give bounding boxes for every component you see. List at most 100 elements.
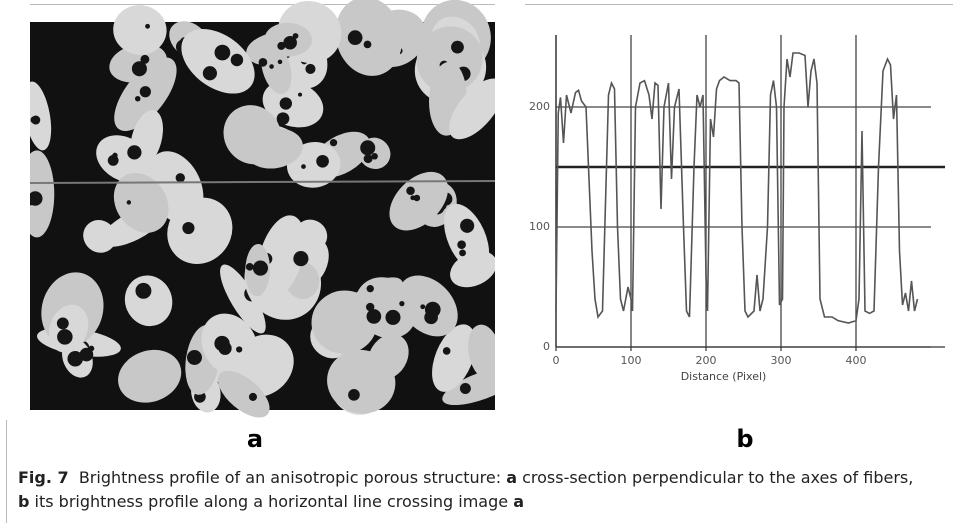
pore: [134, 95, 141, 102]
grain: [389, 171, 449, 231]
pore: [283, 35, 297, 50]
pore: [277, 41, 286, 50]
pore: [413, 194, 421, 202]
pore: [406, 186, 415, 196]
x-tick-label: 300: [771, 354, 792, 367]
x-tick-label: 0: [553, 354, 560, 367]
pore: [182, 221, 195, 235]
grain: [257, 215, 305, 299]
grain: [223, 105, 282, 165]
pore: [410, 195, 416, 201]
pore: [277, 59, 283, 65]
pore: [57, 329, 73, 345]
x-tick-label: 400: [846, 354, 867, 367]
pore: [459, 249, 466, 257]
pore: [218, 341, 232, 355]
x-tick-label: 100: [621, 354, 642, 367]
panel-label: b: [736, 425, 753, 453]
micrograph: [0, 0, 525, 420]
pore: [126, 200, 132, 205]
pore: [252, 260, 269, 276]
pore: [139, 86, 151, 98]
pore: [175, 173, 185, 183]
pore: [329, 138, 338, 147]
caption-text: b: [18, 492, 30, 511]
pore: [269, 64, 274, 69]
grain: [327, 349, 396, 414]
pore: [298, 92, 303, 97]
grain: [113, 172, 169, 233]
pore: [366, 309, 382, 324]
pore: [451, 40, 464, 54]
pore: [292, 33, 299, 39]
grain: [340, 277, 403, 322]
pore: [348, 388, 360, 401]
pore: [457, 240, 466, 250]
pore: [33, 192, 40, 199]
y-tick-label: 100: [529, 220, 550, 233]
caption-text: cross-section perpendicular to the axes …: [517, 468, 914, 487]
grain: [113, 5, 167, 55]
micrograph-mask: [0, 0, 30, 420]
y-tick-label: 0: [543, 340, 550, 353]
caption: Fig. 7 Brightness profile of an anisotro…: [18, 466, 918, 514]
grain: [217, 370, 270, 418]
grain: [444, 203, 490, 272]
profile-line: [555, 52, 919, 324]
pore: [371, 153, 378, 160]
pore: [30, 116, 38, 124]
pore: [276, 112, 290, 125]
pore: [366, 284, 374, 293]
caption-text: a: [506, 468, 517, 487]
y-tick-label: 200: [529, 100, 550, 113]
pore: [79, 347, 94, 362]
pore: [316, 154, 329, 168]
pore: [460, 218, 475, 233]
chart: 0 100 200 0 100 200 300 400 Distance (Pixel): [529, 35, 945, 383]
pore: [363, 154, 373, 164]
x-axis-label: Distance (Pixel): [681, 370, 767, 383]
pore: [135, 282, 152, 299]
grain: [118, 349, 182, 403]
pore: [420, 304, 426, 310]
pore: [245, 263, 254, 271]
x-tick-label: 200: [696, 354, 717, 367]
pore: [140, 54, 150, 64]
pore: [112, 152, 118, 159]
grain: [449, 78, 504, 140]
pore: [347, 30, 363, 45]
pore: [230, 53, 244, 67]
pore: [56, 317, 69, 330]
pore: [131, 61, 147, 77]
grain: [335, 0, 402, 76]
grain: [181, 28, 255, 94]
caption-text: its brightness profile along a horizonta…: [29, 492, 514, 511]
pore: [67, 351, 83, 367]
pore: [293, 250, 309, 267]
pore: [236, 346, 243, 353]
caption-label: Fig. 7: [18, 468, 69, 487]
pore: [360, 140, 376, 156]
grain: [432, 324, 476, 392]
pore: [202, 66, 217, 81]
caption-text: a: [513, 492, 524, 511]
pore: [187, 350, 202, 366]
scan-line: [29, 180, 496, 184]
pore: [258, 57, 268, 67]
pore: [442, 347, 451, 355]
pore: [214, 44, 231, 61]
pore: [365, 302, 375, 312]
figure: a b 0 100 200 0 100 200 300 400 Distance (Pixel): [0, 0, 945, 453]
pore: [424, 301, 441, 318]
pore: [248, 392, 258, 401]
pore: [145, 23, 150, 29]
pore: [459, 382, 471, 394]
pore: [363, 40, 372, 49]
micrograph-mask: [495, 0, 525, 420]
pore: [399, 300, 405, 307]
grain: [220, 264, 266, 334]
grain: [468, 324, 502, 381]
pore: [385, 309, 401, 325]
caption-text: Brightness profile of an anisotropic por…: [78, 468, 507, 487]
